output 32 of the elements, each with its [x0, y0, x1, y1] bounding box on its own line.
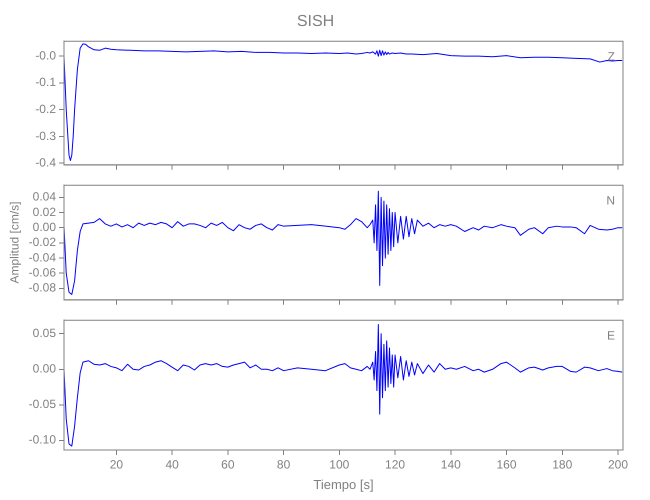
y-tick-label: 0.04 [32, 190, 56, 204]
x-tick-label: 80 [276, 458, 291, 472]
y-tick-label: 0.05 [32, 326, 56, 340]
y-tick-label: -0.0 [35, 48, 56, 62]
y-tick-label: -0.1 [35, 75, 56, 90]
x-tick-label: 180 [552, 458, 573, 472]
x-axis-title: Tiempo [s] [313, 476, 374, 492]
y-tick-label: -0.04 [28, 250, 56, 264]
x-tick-label: 40 [165, 458, 180, 472]
y-tick-label: -0.08 [28, 280, 56, 295]
x-tick-label: 200 [608, 458, 628, 472]
x-tick-label: 60 [221, 458, 235, 472]
y-tick-label: -0.2 [35, 102, 56, 116]
y-tick-label: 0.00 [32, 220, 56, 234]
y-tick-label: -0.4 [35, 156, 56, 170]
y-tick-label: 0.00 [32, 362, 56, 376]
y-tick-label: -0.05 [28, 397, 56, 412]
y-tick-label: -0.10 [28, 432, 56, 447]
y-tick-label: -0.06 [28, 266, 56, 280]
y-axis-title: Amplitud [cm/s] [8, 201, 22, 284]
y-tick-label: 0.02 [32, 204, 56, 219]
annotation: E [606, 328, 615, 343]
annotation: Z [608, 50, 615, 64]
x-tick-label: 160 [496, 458, 517, 472]
x-tick-label: 120 [385, 458, 406, 472]
y-tick-label: -0.3 [35, 128, 56, 143]
chart-title: SISH [296, 13, 334, 30]
x-tick-label: 140 [440, 458, 462, 472]
y-tick-label: -0.02 [28, 235, 56, 250]
x-tick-label: 100 [329, 458, 350, 472]
x-tick-label: 20 [110, 458, 124, 472]
annotation: N [606, 194, 615, 208]
